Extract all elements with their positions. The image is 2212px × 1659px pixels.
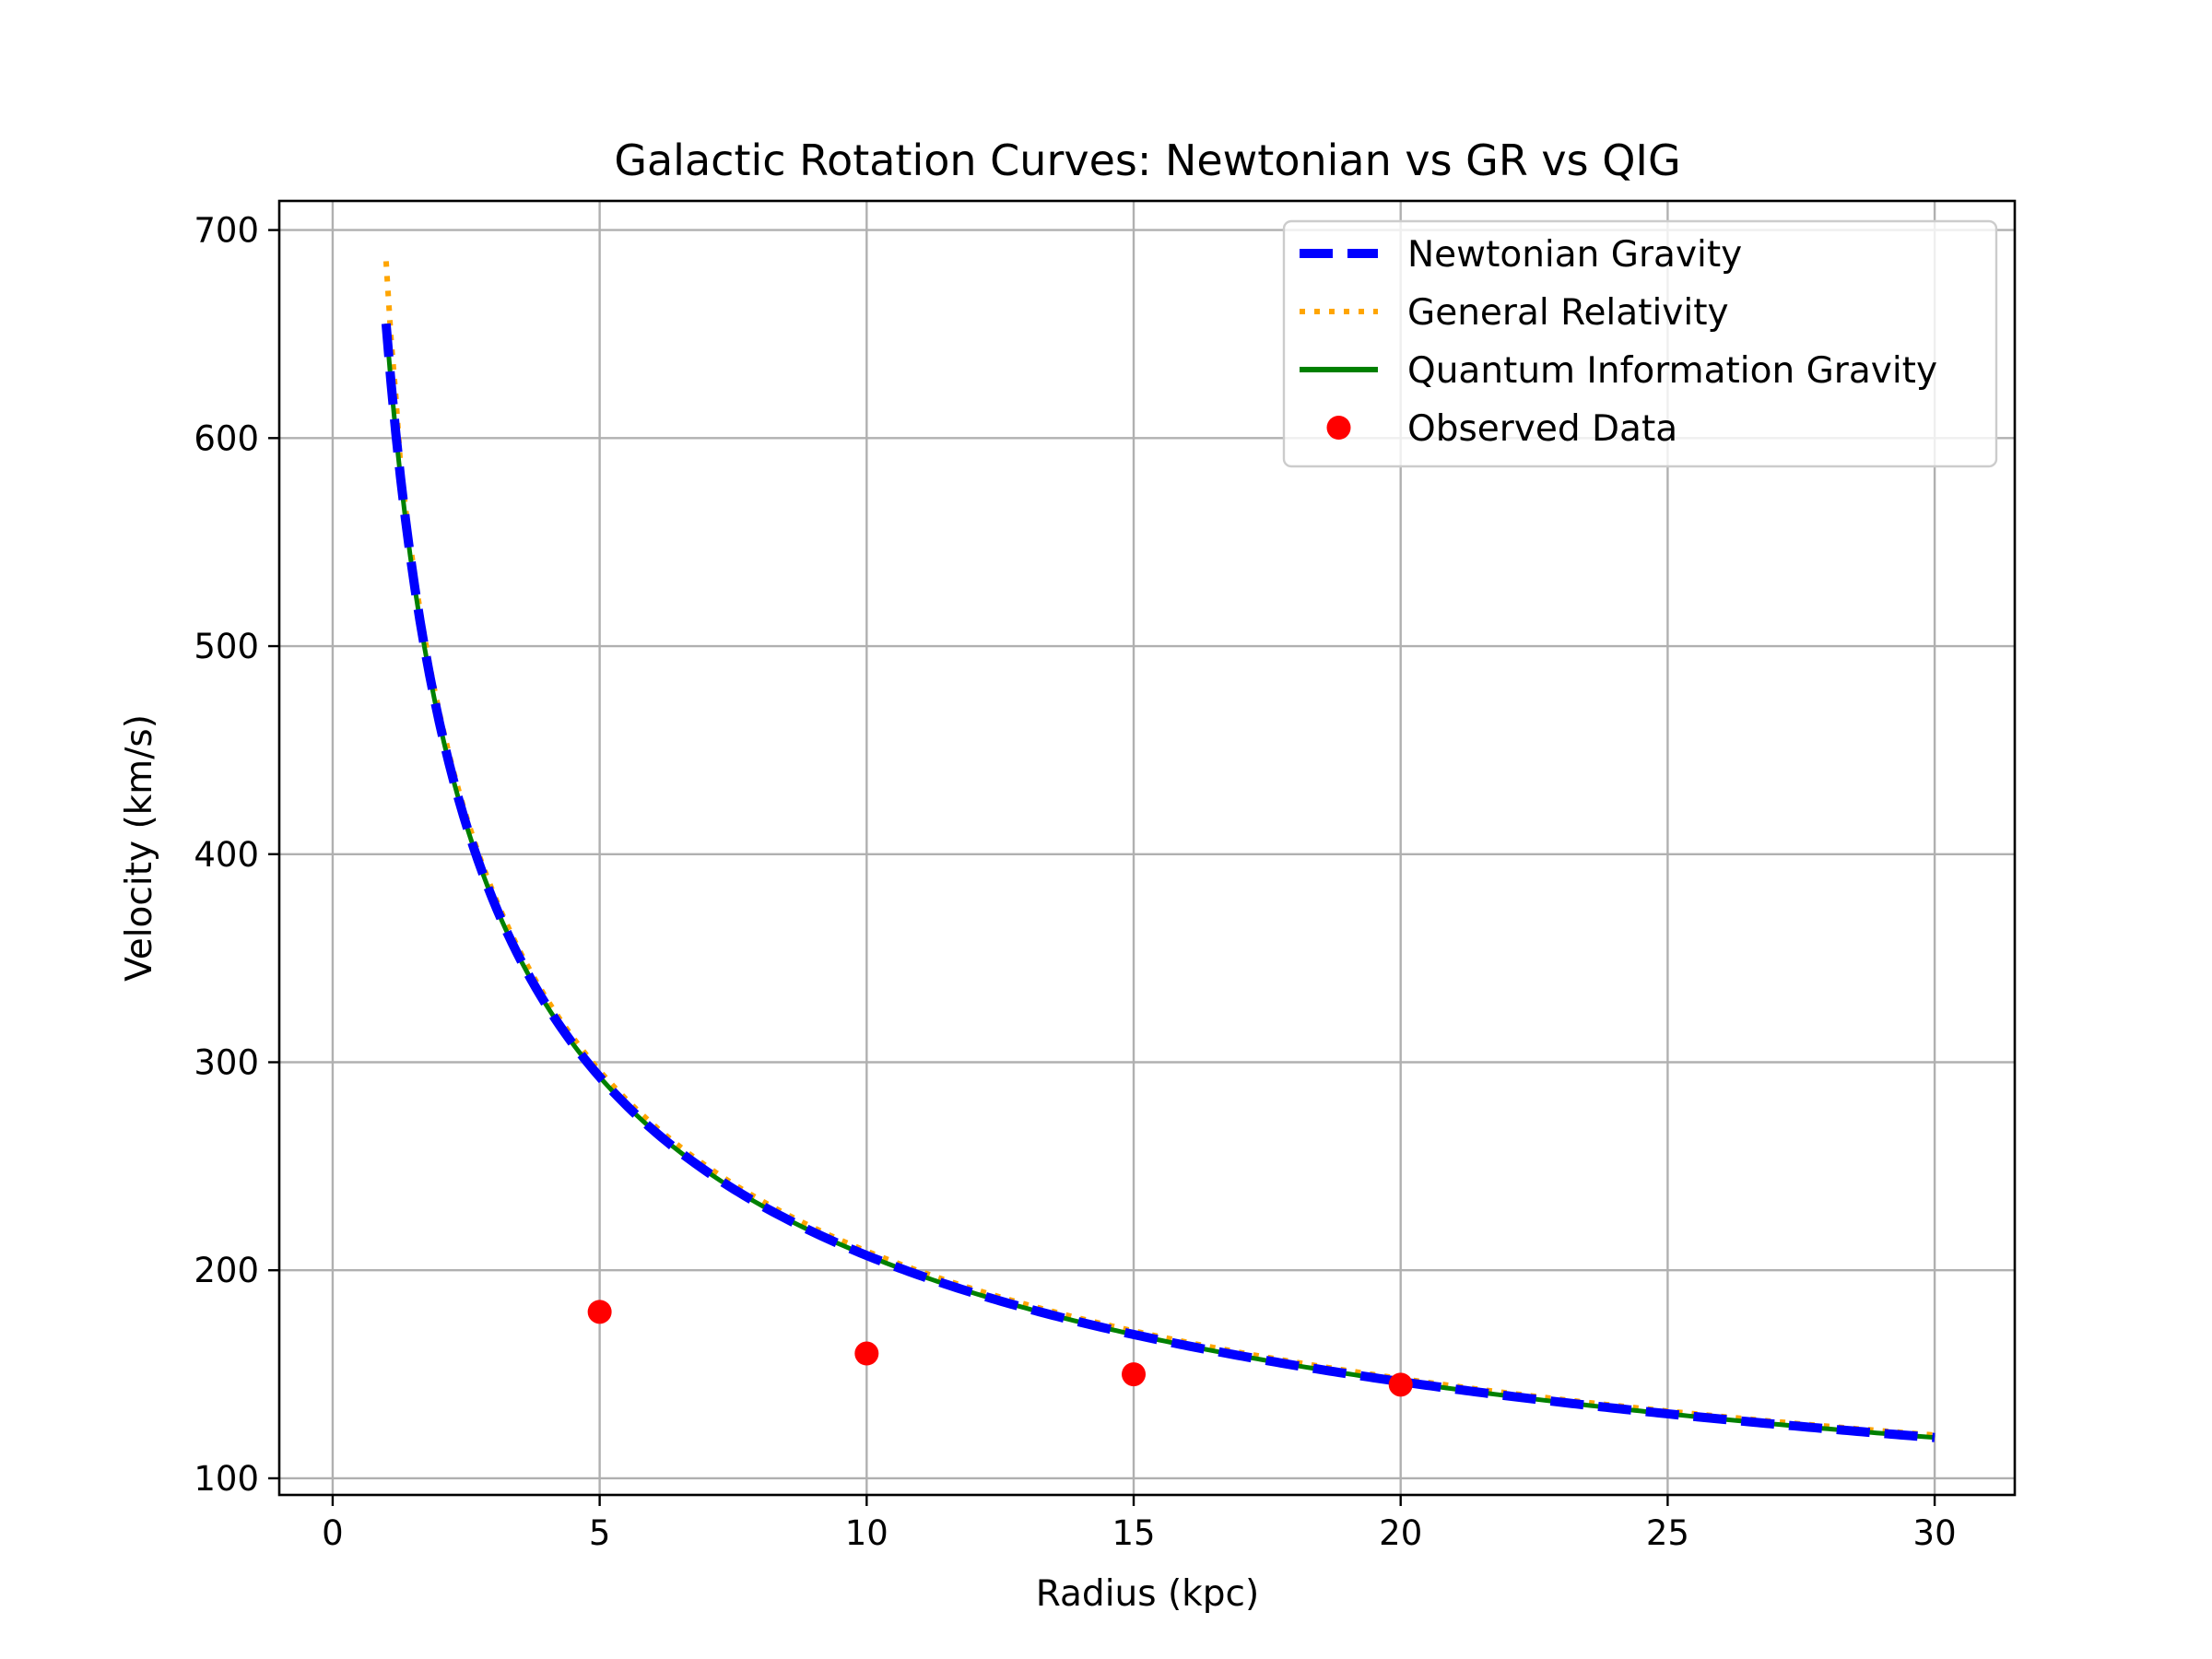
x-tick-label: 15: [1112, 1513, 1155, 1553]
series-general-relativity-line: [382, 261, 1936, 1439]
x-tick-label: 30: [1913, 1513, 1957, 1553]
legend-box: [1282, 219, 1998, 468]
y-tick-label: 200: [194, 1251, 259, 1290]
chart-title: Galactic Rotation Curves: Newtonian vs G…: [614, 135, 1680, 185]
x-axis: 0 5 10 15 20 25 30: [322, 1495, 1957, 1553]
y-tick-label: 700: [194, 211, 259, 251]
legend-label: Observed Data: [1407, 408, 1677, 450]
y-tick-label: 100: [194, 1459, 259, 1499]
series-newtonian-gravity-line: [381, 323, 1936, 1442]
legend-label: Newtonian Gravity: [1407, 234, 1742, 276]
observed-data-point: [1388, 1372, 1413, 1397]
observed-data-point: [587, 1300, 612, 1324]
x-axis-label: Radius (kpc): [1036, 1573, 1259, 1615]
y-axis-label: Velocity (km/s): [119, 714, 160, 982]
y-tick-label: 600: [194, 418, 259, 458]
y-tick-label: 300: [194, 1042, 259, 1082]
legend-label: General Relativity: [1407, 292, 1729, 334]
grid: [279, 201, 2015, 1495]
x-tick-label: 20: [1379, 1513, 1422, 1553]
legend-observed-data-swatch: [1326, 416, 1351, 440]
legend-entries: Newtonian Gravity General Relativity Quant…: [1300, 234, 1937, 450]
x-tick-label: 25: [1646, 1513, 1689, 1553]
x-tick-label: 5: [589, 1513, 611, 1553]
plot-frame: [277, 199, 2017, 1497]
series-layer: [381, 261, 1936, 1442]
y-tick-label: 500: [194, 627, 259, 666]
x-tick-label: 10: [845, 1513, 888, 1553]
observed-data-point: [1122, 1362, 1147, 1387]
y-axis: 100 200 300 400 500 600 700: [194, 211, 279, 1499]
legend: Newtonian Gravity General Relativity Quant…: [1282, 219, 1998, 468]
observed-data-point: [854, 1341, 879, 1366]
legend-label: Quantum Information Gravity: [1407, 350, 1937, 392]
x-tick-label: 0: [322, 1513, 344, 1553]
y-tick-label: 400: [194, 835, 259, 875]
